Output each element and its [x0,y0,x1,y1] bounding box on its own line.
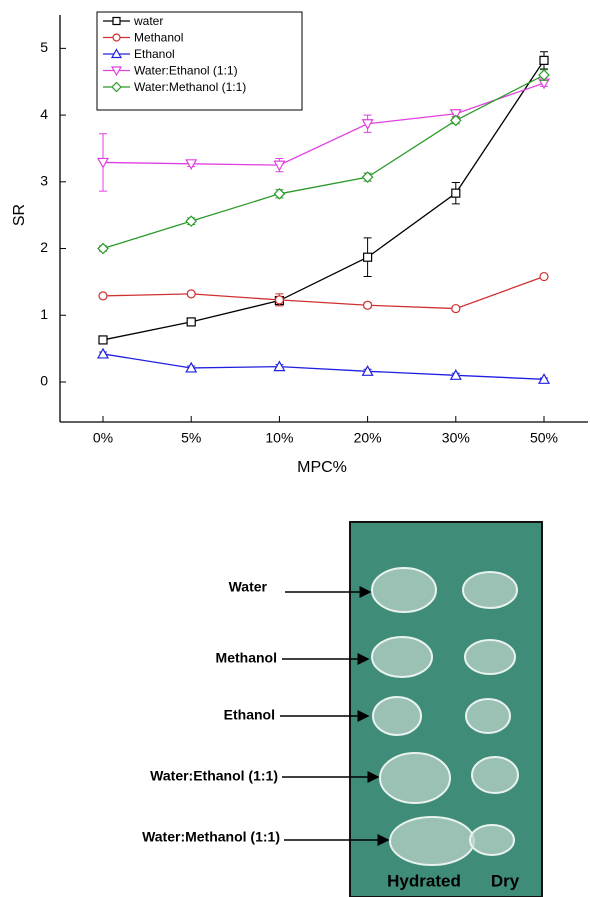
marker [449,109,462,120]
x-tick-label: 30% [442,430,470,446]
marker [96,157,110,169]
marker [185,361,198,373]
photo-label: Methanol [216,650,277,666]
arrows [280,586,390,846]
marker [112,33,121,42]
marker [451,188,461,198]
marker [539,55,549,65]
legend-label: Water:Ethanol (1:1) [134,64,238,78]
y-tick-label: 1 [40,306,48,322]
marker [361,171,374,183]
x-tick-label: 10% [265,430,293,446]
marker [361,119,374,130]
photo-label: Water [229,579,268,595]
y-tick-label: 4 [40,106,48,122]
y-tick-label: 2 [40,239,48,255]
legend-label: Methanol [134,31,183,45]
marker [539,271,549,282]
marker [112,16,121,26]
column-label: Dry [491,871,520,890]
marker [273,187,286,200]
legend: water Methanol Ethanol Water:Ethanol (1:1) W… [96,11,303,111]
series-line [102,60,545,341]
series-line [102,74,545,250]
x-axis-label: MPC% [297,459,347,476]
marker [110,48,123,59]
marker [363,252,373,262]
y-tick-label: 0 [40,373,48,389]
marker [98,291,108,301]
marker [449,114,462,127]
photo-label: Water:Ethanol (1:1) [150,768,278,784]
marker [96,347,110,359]
marker [110,66,123,77]
series-line [102,82,545,166]
marker [273,160,286,172]
marker [451,303,461,314]
legend-label: Water:Methanol (1:1) [134,80,246,94]
marker [363,300,373,310]
legend-box [96,11,303,111]
marker [111,81,122,93]
marker [273,360,286,372]
droplets [371,567,519,866]
marker [538,69,550,81]
y-tick-label: 5 [40,39,48,55]
marker [186,289,196,299]
marker [537,373,551,384]
series-line [102,275,545,310]
x-tick-label: 50% [530,430,558,446]
x-tick-label: 20% [354,430,382,446]
x-tick-label: 5% [181,430,201,446]
marker [185,159,198,171]
x-tick-label: 0% [93,430,113,446]
marker [361,365,374,376]
series-line [102,353,545,380]
marker [449,369,462,380]
legend-label: Ethanol [134,47,175,61]
marker [98,335,108,345]
y-tick-label: 3 [40,173,48,189]
column-label: Hydrated [387,871,461,890]
legend-label: water [133,14,163,28]
marker [97,242,109,255]
marker [186,317,196,327]
photo: Water Methanol Ethanol Water:Ethanol (1:… [142,521,543,897]
y-axis-label: SR [11,204,28,226]
photo-label: Ethanol [224,707,275,723]
photo-label: Water:Methanol (1:1) [142,829,280,845]
marker [185,215,198,228]
marker [274,295,284,305]
